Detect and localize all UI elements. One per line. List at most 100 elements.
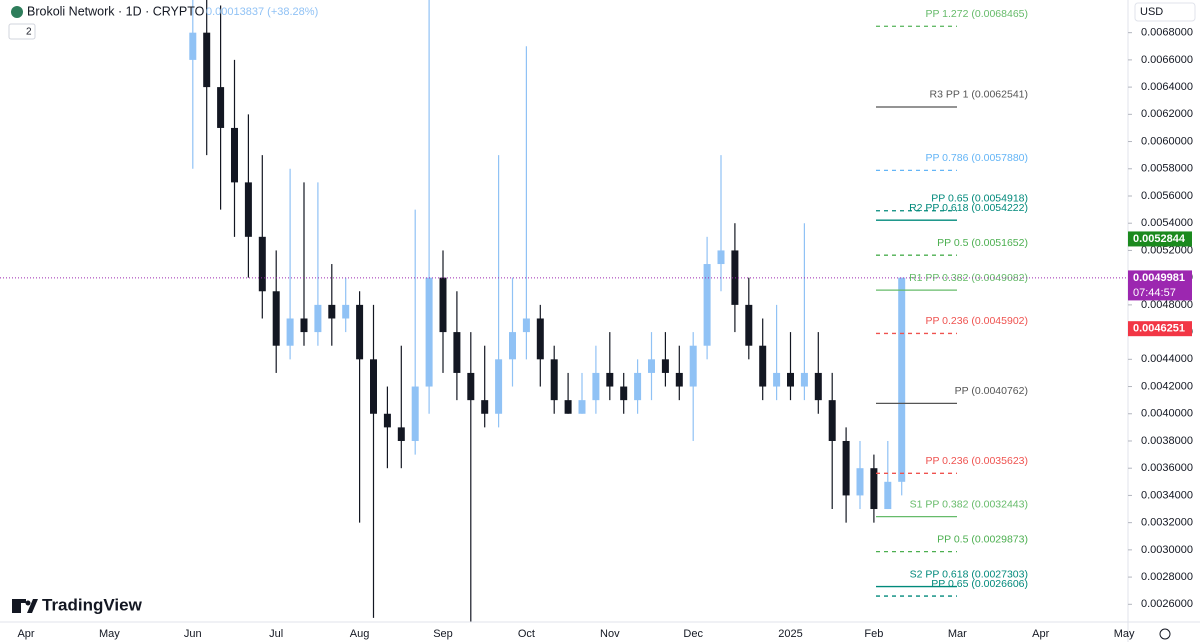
candle-body [300, 318, 308, 333]
candle-body [592, 372, 600, 401]
price-badge-label: 0.0049981 [1133, 272, 1185, 284]
y-tick-label: 0.0038000 [1141, 435, 1193, 447]
pivot-label: PP 0.786 (0.0057880) [925, 152, 1028, 164]
pivot-label: S2 PP 0.618 (0.0027303) [910, 568, 1028, 580]
candle-body [787, 372, 794, 387]
candle-body [342, 304, 350, 319]
candle-body [814, 372, 822, 401]
y-tick-label: 0.0060000 [1141, 135, 1193, 147]
y-tick-label: 0.0036000 [1141, 462, 1193, 474]
x-tick-label: Mar [948, 628, 967, 640]
candle-body [439, 277, 447, 333]
y-tick-label: 0.0052000 [1141, 244, 1193, 256]
candle-body [217, 87, 225, 128]
pivot-label: S1 PP 0.382 (0.0032443) [910, 498, 1028, 510]
change-text: 0.00013837 (+38.28%) [206, 6, 318, 18]
y-tick-label: 0.0042000 [1141, 380, 1193, 392]
x-tick-label: Dec [683, 628, 703, 640]
y-tick-label: 0.0058000 [1141, 163, 1193, 175]
candle-body [411, 386, 419, 441]
y-tick-label: 0.0040000 [1141, 408, 1193, 420]
candle-body [620, 386, 628, 401]
settings-icon[interactable] [1159, 628, 1171, 640]
candle-body [425, 277, 433, 387]
candle-body [356, 304, 364, 360]
x-tick-label: Feb [864, 628, 883, 640]
y-tick-label: 0.0048000 [1141, 299, 1193, 311]
brand-logo [12, 599, 38, 613]
candle-body [759, 345, 767, 387]
x-tick-label: Jul [269, 628, 283, 640]
candle-body [898, 277, 906, 482]
y-tick-label: 0.0056000 [1141, 190, 1193, 202]
y-tick-label: 0.0068000 [1141, 27, 1193, 39]
candle-body [884, 481, 892, 510]
candle-body [231, 127, 238, 183]
candle-body [675, 372, 683, 387]
x-tick-label: Aug [350, 628, 370, 640]
candle-body [828, 400, 836, 441]
candle-body [634, 372, 642, 401]
brand-name: TradingView [42, 595, 143, 614]
candle-body [203, 32, 211, 88]
price-badge [1128, 321, 1192, 337]
currency-select[interactable] [1134, 2, 1196, 22]
price-badge [1128, 231, 1192, 247]
candle-body [453, 332, 461, 373]
candle-body [870, 468, 878, 510]
candle-body [773, 372, 781, 387]
y-tick-label: 0.0064000 [1141, 81, 1193, 93]
symbol-icon [11, 6, 23, 18]
candle-body [244, 182, 252, 237]
y-tick-label: 0.0066000 [1141, 54, 1193, 66]
y-tick-label: 0.0044000 [1141, 353, 1193, 365]
candle-body [481, 400, 489, 414]
candle-body [578, 400, 586, 414]
candle-body [370, 359, 377, 414]
y-tick-label: 0.0030000 [1141, 544, 1193, 556]
x-tick-label: May [1114, 628, 1135, 640]
candle-body [661, 359, 669, 373]
x-tick-label: May [99, 628, 120, 640]
price-badge-label: 0.0052844 [1133, 233, 1186, 245]
candle-body [509, 332, 516, 360]
pivot-label: PP 0.65 (0.0026606) [931, 578, 1028, 590]
pivot-label: PP 0.786 (0.0022645) [925, 632, 1028, 642]
plot-area: PP 1.272 (0.0068465) R3 PP 1 (0.0062541) P… [189, 0, 1028, 642]
candle-body [536, 318, 544, 360]
pivot-label: PP 0.236 (0.0035623) [925, 455, 1028, 467]
pivot-label: R3 PP 1 (0.0062541) [930, 89, 1028, 101]
pivot-label: PP 0.5 (0.0029873) [937, 533, 1028, 545]
candle-body [745, 304, 753, 346]
candle-body [189, 32, 197, 60]
pivot-label: PP 0.5 (0.0051652) [937, 237, 1028, 249]
symbol-title: Brokoli Network · 1D · CRYPTO [27, 4, 205, 18]
x-tick-label: Apr [17, 628, 34, 640]
candle-body [272, 291, 280, 346]
candle-body [328, 304, 336, 319]
pivot-label: PP (0.0040762) [955, 385, 1028, 397]
candle-body [522, 318, 530, 333]
y-tick-label: 0.0062000 [1141, 108, 1193, 120]
candle-body [467, 372, 475, 401]
candle-body [800, 372, 808, 387]
y-tick-label: 0.0026000 [1141, 598, 1193, 610]
y-tick-label: 0.0034000 [1141, 489, 1193, 501]
currency-label: USD [1140, 6, 1163, 18]
pivot-label: PP 0.65 (0.0054918) [931, 192, 1028, 204]
candle-body [550, 359, 558, 401]
price-badge-label: 0.0046251 [1133, 323, 1185, 335]
price-badge [1128, 270, 1192, 301]
y-tick-label: 0.0028000 [1141, 571, 1193, 583]
candle-body [648, 359, 655, 373]
x-tick-label: Oct [518, 628, 535, 640]
candle-body [703, 264, 711, 346]
x-tick-label: Jun [184, 628, 202, 640]
x-tick-label: Sep [433, 628, 453, 640]
pivot-label: PP 0.236 (0.0045902) [925, 315, 1028, 327]
candle-body [717, 250, 725, 265]
candle-body [495, 359, 503, 414]
candle-body [564, 400, 572, 414]
indicator-toggle[interactable] [8, 23, 36, 40]
